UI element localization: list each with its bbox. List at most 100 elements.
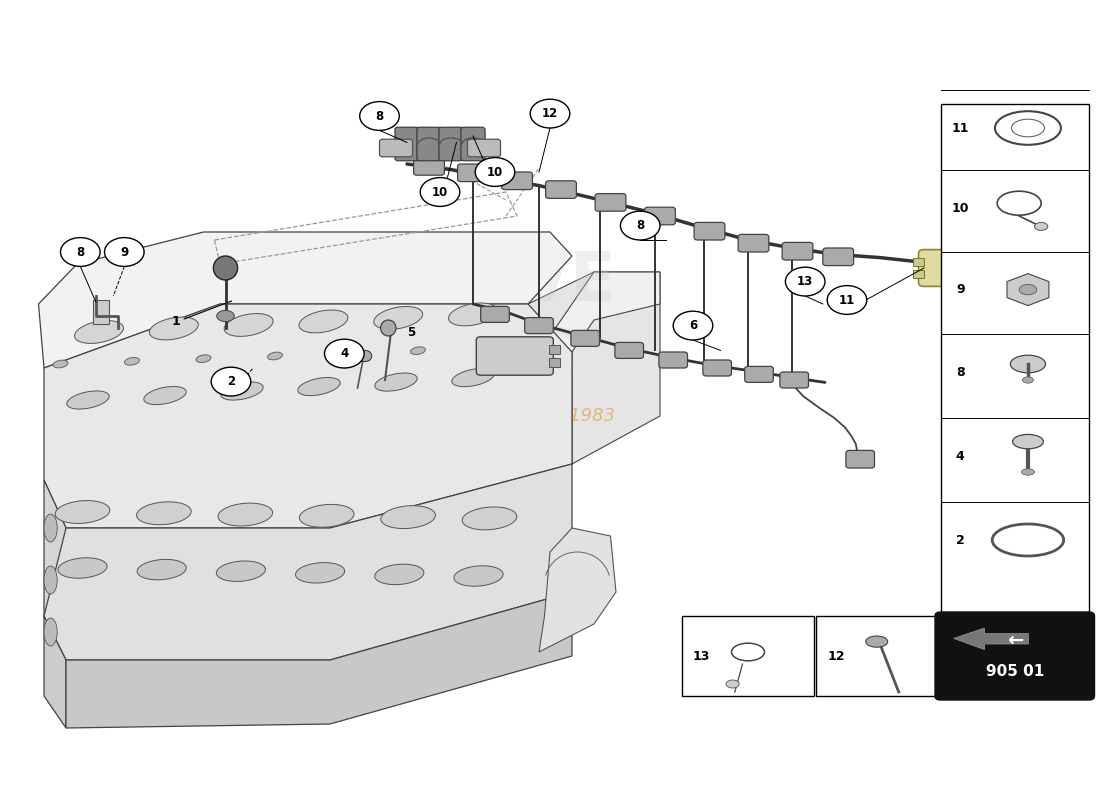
FancyBboxPatch shape <box>694 222 725 240</box>
Bar <box>682 616 814 696</box>
FancyBboxPatch shape <box>439 127 463 161</box>
Ellipse shape <box>1020 284 1036 294</box>
Ellipse shape <box>1021 469 1034 475</box>
Ellipse shape <box>449 303 497 326</box>
Text: 12: 12 <box>542 107 558 120</box>
Polygon shape <box>954 628 1028 650</box>
Ellipse shape <box>224 314 273 336</box>
Ellipse shape <box>196 355 211 362</box>
FancyBboxPatch shape <box>780 372 808 388</box>
Text: 4: 4 <box>956 450 965 462</box>
Text: 8: 8 <box>76 246 85 258</box>
Polygon shape <box>66 592 572 728</box>
Text: 10: 10 <box>487 166 503 178</box>
Text: 4: 4 <box>340 347 349 360</box>
FancyBboxPatch shape <box>502 172 532 190</box>
FancyBboxPatch shape <box>738 234 769 252</box>
Ellipse shape <box>381 320 396 336</box>
Ellipse shape <box>454 566 503 586</box>
Ellipse shape <box>67 391 109 409</box>
Text: 11: 11 <box>952 122 969 134</box>
FancyBboxPatch shape <box>414 158 444 175</box>
Ellipse shape <box>44 566 57 594</box>
Polygon shape <box>44 480 66 660</box>
FancyBboxPatch shape <box>458 164 488 182</box>
FancyBboxPatch shape <box>417 127 441 161</box>
FancyBboxPatch shape <box>571 330 600 346</box>
FancyBboxPatch shape <box>395 127 419 161</box>
Text: 8: 8 <box>375 110 384 122</box>
Text: 2: 2 <box>227 375 235 388</box>
Circle shape <box>620 211 660 240</box>
Ellipse shape <box>1012 119 1045 137</box>
Text: 10: 10 <box>432 186 448 198</box>
Polygon shape <box>324 272 660 528</box>
Ellipse shape <box>452 369 494 386</box>
Ellipse shape <box>44 618 57 646</box>
FancyBboxPatch shape <box>546 181 576 198</box>
Ellipse shape <box>1010 355 1045 373</box>
Bar <box>940 104 1089 676</box>
Bar <box>913 258 924 266</box>
Ellipse shape <box>267 352 283 360</box>
Circle shape <box>530 99 570 128</box>
Ellipse shape <box>482 344 497 352</box>
Ellipse shape <box>462 507 517 530</box>
Ellipse shape <box>150 317 198 340</box>
Ellipse shape <box>1023 377 1034 383</box>
Polygon shape <box>39 232 572 368</box>
Ellipse shape <box>299 310 348 333</box>
FancyBboxPatch shape <box>595 194 626 211</box>
Ellipse shape <box>44 514 57 542</box>
Circle shape <box>104 238 144 266</box>
FancyBboxPatch shape <box>846 450 874 468</box>
Circle shape <box>420 178 460 206</box>
Bar <box>913 270 924 278</box>
FancyBboxPatch shape <box>645 207 675 225</box>
Ellipse shape <box>726 680 739 688</box>
Bar <box>94 300 109 324</box>
FancyBboxPatch shape <box>659 352 688 368</box>
Circle shape <box>475 158 515 186</box>
Text: 8: 8 <box>956 366 965 378</box>
Text: 10: 10 <box>952 202 969 214</box>
FancyBboxPatch shape <box>481 306 509 322</box>
Ellipse shape <box>124 358 140 365</box>
Circle shape <box>211 367 251 396</box>
Circle shape <box>673 311 713 340</box>
FancyBboxPatch shape <box>476 337 553 375</box>
Ellipse shape <box>374 306 422 330</box>
Ellipse shape <box>53 360 68 368</box>
Text: 905 01: 905 01 <box>986 665 1044 679</box>
Ellipse shape <box>359 350 372 362</box>
FancyBboxPatch shape <box>745 366 773 382</box>
Text: ←: ← <box>1006 630 1023 650</box>
FancyBboxPatch shape <box>823 248 854 266</box>
Ellipse shape <box>296 562 344 583</box>
Ellipse shape <box>1035 222 1047 230</box>
Polygon shape <box>44 304 572 528</box>
Polygon shape <box>528 272 660 368</box>
Bar <box>549 358 560 367</box>
Bar <box>549 345 560 354</box>
Ellipse shape <box>298 378 340 396</box>
Ellipse shape <box>339 350 354 357</box>
Ellipse shape <box>375 373 417 391</box>
Text: 11: 11 <box>839 294 855 306</box>
Text: 12: 12 <box>827 650 845 662</box>
Circle shape <box>360 102 399 130</box>
Ellipse shape <box>381 506 436 529</box>
Text: 13: 13 <box>693 650 711 662</box>
Ellipse shape <box>1013 434 1044 449</box>
Circle shape <box>324 339 364 368</box>
Text: a part for parts since 1983: a part for parts since 1983 <box>375 407 615 425</box>
FancyBboxPatch shape <box>782 242 813 260</box>
Polygon shape <box>539 528 616 652</box>
Ellipse shape <box>144 386 186 405</box>
Circle shape <box>785 267 825 296</box>
FancyBboxPatch shape <box>379 139 412 157</box>
Text: 2: 2 <box>956 534 965 546</box>
Polygon shape <box>44 616 66 728</box>
FancyBboxPatch shape <box>525 318 553 334</box>
Text: 1: 1 <box>172 315 180 328</box>
